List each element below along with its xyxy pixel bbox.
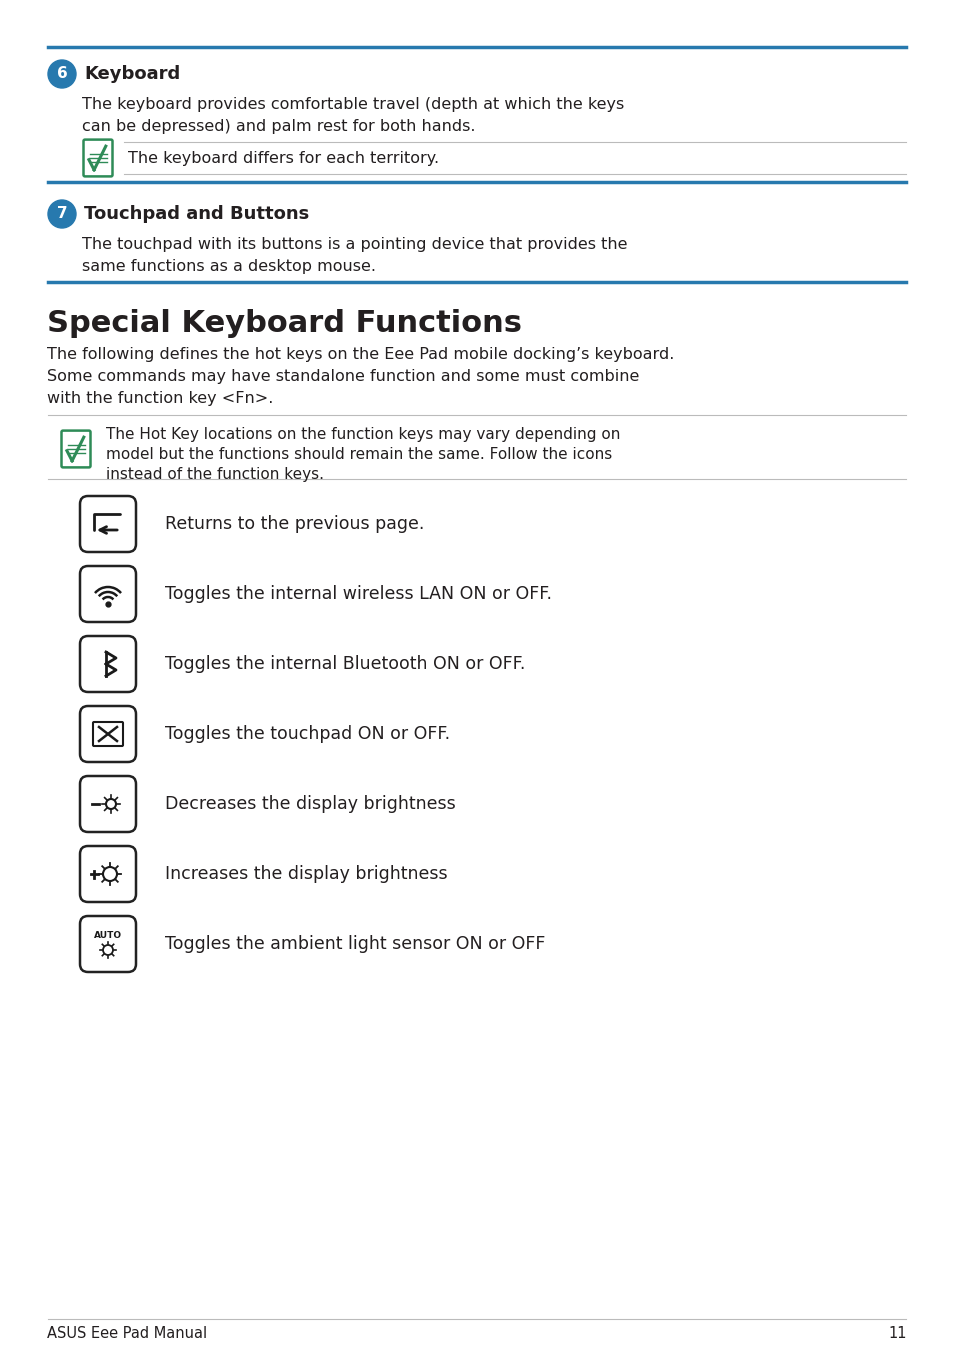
Text: The Hot Key locations on the function keys may vary depending on: The Hot Key locations on the function ke… [106,427,619,442]
Text: instead of the function keys.: instead of the function keys. [106,467,324,482]
Text: can be depressed) and palm rest for both hands.: can be depressed) and palm rest for both… [82,119,475,134]
Circle shape [48,199,76,228]
Text: Increases the display brightness: Increases the display brightness [165,864,447,883]
Circle shape [103,867,117,881]
Text: same functions as a desktop mouse.: same functions as a desktop mouse. [82,259,375,274]
Text: The keyboard provides comfortable travel (depth at which the keys: The keyboard provides comfortable travel… [82,96,623,113]
Text: with the function key <Fn>.: with the function key <Fn>. [47,391,274,406]
Circle shape [48,60,76,88]
Text: Toggles the internal Bluetooth ON or OFF.: Toggles the internal Bluetooth ON or OFF… [165,655,525,673]
Text: ASUS Eee Pad Manual: ASUS Eee Pad Manual [47,1327,207,1342]
FancyBboxPatch shape [84,140,112,176]
Text: Some commands may have standalone function and some must combine: Some commands may have standalone functi… [47,369,639,384]
Text: Decreases the display brightness: Decreases the display brightness [165,795,456,813]
Circle shape [103,944,112,955]
Text: Special Keyboard Functions: Special Keyboard Functions [47,309,521,338]
Text: model but the functions should remain the same. Follow the icons: model but the functions should remain th… [106,446,612,461]
Text: Toggles the internal wireless LAN ON or OFF.: Toggles the internal wireless LAN ON or … [165,585,552,603]
Text: 11: 11 [887,1327,906,1342]
FancyBboxPatch shape [80,706,136,763]
Text: Toggles the ambient light sensor ON or OFF: Toggles the ambient light sensor ON or O… [165,935,545,953]
Circle shape [106,799,116,809]
Text: AUTO: AUTO [93,931,122,940]
FancyBboxPatch shape [61,430,91,467]
Text: Keyboard: Keyboard [84,65,180,83]
FancyBboxPatch shape [92,722,123,746]
Text: 7: 7 [56,206,68,221]
Text: Touchpad and Buttons: Touchpad and Buttons [84,205,309,223]
Text: 6: 6 [56,66,68,81]
FancyBboxPatch shape [80,497,136,552]
Text: Toggles the touchpad ON or OFF.: Toggles the touchpad ON or OFF. [165,725,450,744]
Text: The following defines the hot keys on the Eee Pad mobile docking’s keyboard.: The following defines the hot keys on th… [47,347,674,362]
FancyBboxPatch shape [80,566,136,622]
FancyBboxPatch shape [80,636,136,692]
Text: Returns to the previous page.: Returns to the previous page. [165,516,424,533]
Text: The touchpad with its buttons is a pointing device that provides the: The touchpad with its buttons is a point… [82,237,627,252]
FancyBboxPatch shape [80,916,136,972]
FancyBboxPatch shape [80,776,136,832]
FancyBboxPatch shape [80,845,136,902]
Text: The keyboard differs for each territory.: The keyboard differs for each territory. [128,151,438,166]
